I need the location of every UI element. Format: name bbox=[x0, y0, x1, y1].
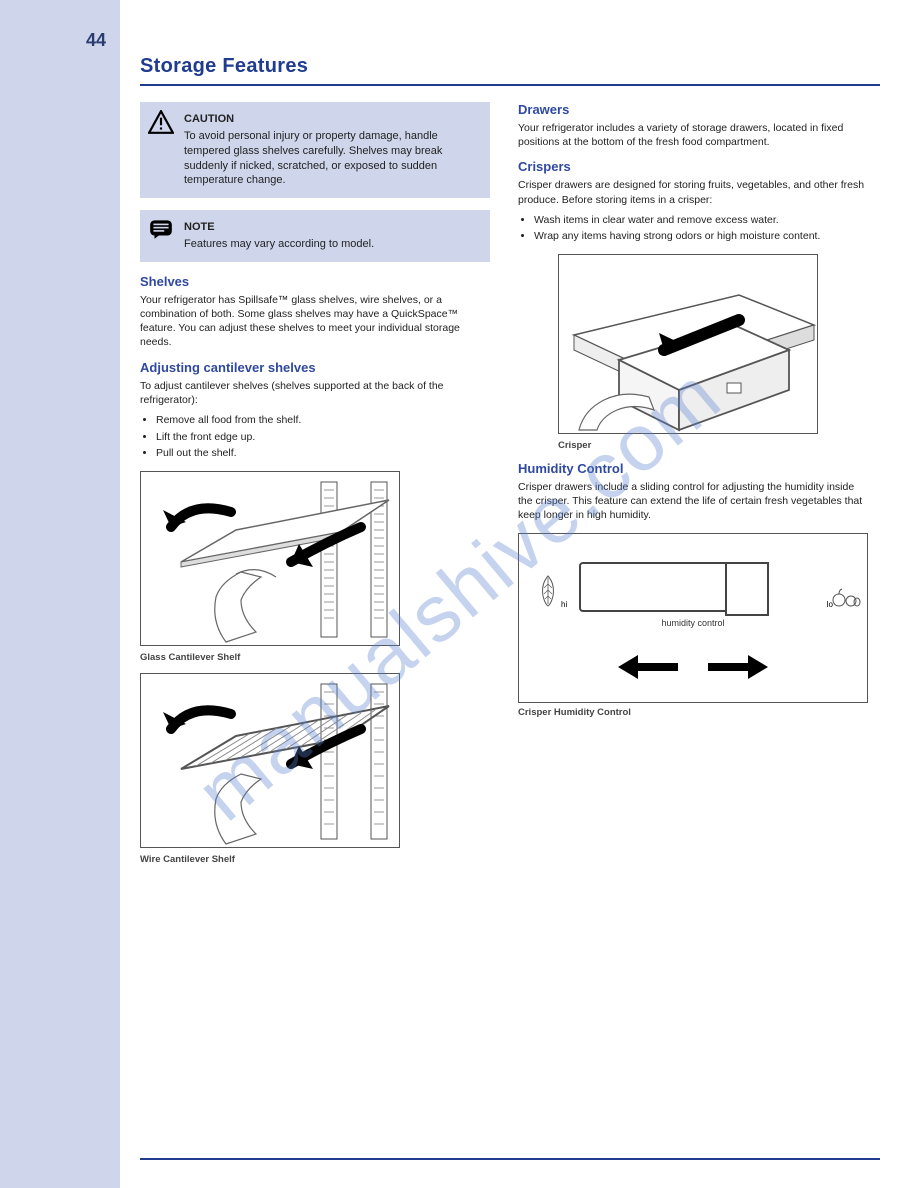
figure-wire-caption: Wire Cantilever Shelf bbox=[140, 854, 490, 865]
crisper-step: Wash items in clear water and remove exc… bbox=[534, 213, 868, 228]
note-box: NOTE Features may vary according to mode… bbox=[140, 210, 490, 262]
crisper-step: Wrap any items having strong odors or hi… bbox=[534, 229, 868, 244]
adjust-steps: Remove all food from the shelf. Lift the… bbox=[156, 413, 490, 461]
figure-glass-caption: Glass Cantilever Shelf bbox=[140, 652, 490, 663]
adjust-intro: To adjust cantilever shelves (shelves su… bbox=[140, 379, 490, 407]
footer-rule bbox=[140, 1158, 880, 1160]
adjust-step: Pull out the shelf. bbox=[156, 446, 490, 461]
humidity-slider-handle[interactable] bbox=[725, 562, 769, 616]
fruit-icon bbox=[831, 584, 861, 613]
crisper-steps: Wash items in clear water and remove exc… bbox=[534, 213, 868, 244]
figure-crisper-caption: Crisper bbox=[558, 440, 868, 451]
drawers-intro: Your refrigerator includes a variety of … bbox=[518, 121, 868, 149]
crisper-text: Crisper drawers are designed for storing… bbox=[518, 178, 868, 206]
humidity-heading: Humidity Control bbox=[518, 461, 868, 476]
left-column: CAUTION To avoid personal injury or prop… bbox=[140, 102, 490, 873]
shelves-intro: Your refrigerator has Spillsafe™ glass s… bbox=[140, 293, 490, 350]
humidity-control-label: humidity control bbox=[519, 618, 867, 628]
arrow-left-icon bbox=[618, 655, 678, 684]
note-title: NOTE bbox=[184, 220, 478, 235]
warning-icon bbox=[148, 110, 174, 134]
shelves-heading: Shelves bbox=[140, 274, 490, 289]
figure-humidity-caption: Crisper Humidity Control bbox=[518, 707, 868, 718]
left-margin-band bbox=[0, 0, 120, 1188]
drawers-heading: Drawers bbox=[518, 102, 868, 117]
adjust-step: Remove all food from the shelf. bbox=[156, 413, 490, 428]
section-title: Storage Features bbox=[140, 55, 880, 78]
humidity-hi-label: hi bbox=[561, 600, 567, 609]
title-rule bbox=[140, 84, 880, 86]
figure-humidity-control: hi lo humidity control bbox=[518, 533, 868, 703]
caution-title: CAUTION bbox=[184, 112, 478, 127]
figure-crisper bbox=[558, 254, 818, 434]
adjust-heading: Adjusting cantilever shelves bbox=[140, 360, 490, 375]
adjust-step: Lift the front edge up. bbox=[156, 430, 490, 445]
figure-wire-shelf bbox=[140, 673, 400, 848]
humidity-slider-track bbox=[579, 562, 769, 612]
leafy-veg-icon bbox=[537, 574, 559, 613]
caution-box: CAUTION To avoid personal injury or prop… bbox=[140, 102, 490, 198]
note-text: Features may vary according to model. bbox=[184, 238, 374, 250]
crisper-heading: Crispers bbox=[518, 159, 868, 174]
note-icon bbox=[148, 218, 174, 242]
caution-text: To avoid personal injury or property dam… bbox=[184, 130, 442, 187]
arrow-right-icon bbox=[708, 655, 768, 684]
right-column: Drawers Your refrigerator includes a var… bbox=[518, 102, 868, 873]
figure-glass-shelf bbox=[140, 471, 400, 646]
page-number: 44 bbox=[86, 30, 106, 51]
humidity-text: Crisper drawers include a sliding contro… bbox=[518, 480, 868, 523]
